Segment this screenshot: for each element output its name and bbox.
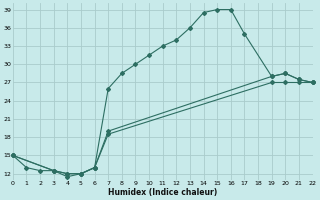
X-axis label: Humidex (Indice chaleur): Humidex (Indice chaleur) [108, 188, 217, 197]
